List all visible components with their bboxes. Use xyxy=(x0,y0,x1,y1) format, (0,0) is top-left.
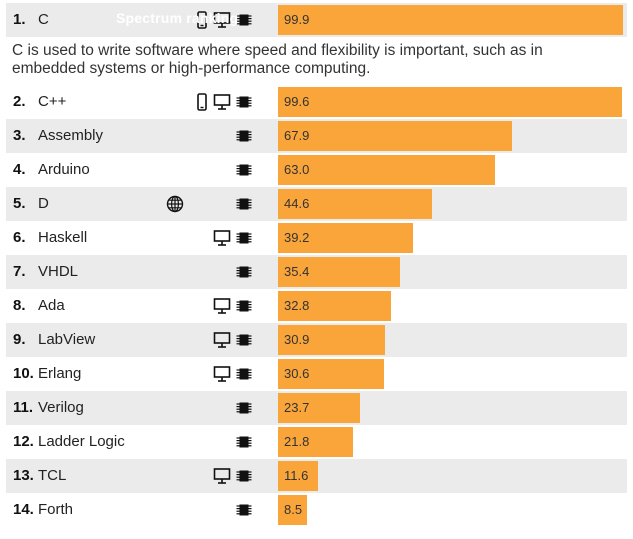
language-name: D xyxy=(38,195,49,212)
rank-label: 4. xyxy=(13,161,26,178)
language-name: TCL xyxy=(38,467,67,484)
rank-label: 1. xyxy=(13,11,26,28)
score-value: 63.0 xyxy=(284,162,310,177)
score-value: 44.6 xyxy=(284,196,310,211)
embedded-icon xyxy=(236,402,252,414)
embedded-icon xyxy=(236,198,252,210)
rank-label: 11. xyxy=(13,399,34,416)
mobile-icon xyxy=(197,11,207,29)
language-row[interactable]: 7. VHDL 35.4 xyxy=(6,255,627,289)
desktop-icon xyxy=(213,332,231,348)
rank-label: 12. xyxy=(13,433,34,450)
score-bar xyxy=(278,359,384,389)
language-row[interactable]: 5. D 44.6 xyxy=(6,187,627,221)
desktop-icon xyxy=(213,12,231,28)
embedded-icon xyxy=(236,266,252,278)
desktop-icon xyxy=(213,94,231,110)
expanded-description: C is used to write software where speed … xyxy=(12,42,543,77)
language-name: C xyxy=(38,11,49,28)
embedded-icon xyxy=(236,334,252,346)
rank-label: 7. xyxy=(13,263,26,280)
language-name: C++ xyxy=(38,93,67,110)
score-bar xyxy=(278,461,318,491)
score-value: 99.9 xyxy=(284,12,310,27)
desktop-icon xyxy=(213,230,231,246)
rank-label: 14. xyxy=(13,501,34,518)
embedded-icon xyxy=(236,14,252,26)
language-name: Ladder Logic xyxy=(38,433,125,450)
embedded-icon xyxy=(236,436,252,448)
language-name: Erlang xyxy=(38,365,82,382)
score-bar xyxy=(278,325,385,355)
language-row[interactable]: 13. TCL 11.6 xyxy=(6,459,627,493)
language-name: Arduino xyxy=(38,161,90,178)
score-value: 21.8 xyxy=(284,434,310,449)
language-name: Assembly xyxy=(38,127,104,144)
embedded-icon xyxy=(236,232,252,244)
score-bar xyxy=(278,427,353,457)
score-value: 32.8 xyxy=(284,298,310,313)
score-bar xyxy=(278,393,360,423)
rank-label: 13. xyxy=(13,467,34,484)
score-bar xyxy=(278,5,623,35)
language-row[interactable]: 4. Arduino 63.0 xyxy=(6,153,627,187)
score-bar xyxy=(278,189,432,219)
score-bar xyxy=(278,495,307,525)
score-bar xyxy=(278,155,495,185)
score-bar xyxy=(278,257,400,287)
language-name: Verilog xyxy=(38,399,84,416)
language-row[interactable]: 10. Erlang 30.6 xyxy=(6,357,627,391)
score-value: 23.7 xyxy=(284,400,310,415)
language-row[interactable]: 3. Assembly 67.9 xyxy=(6,119,627,153)
language-row[interactable]: 6. Haskell 39.2 xyxy=(6,221,627,255)
language-row[interactable]: 14. Forth 8.5 xyxy=(6,493,627,527)
embedded-icon xyxy=(236,96,252,108)
score-value: 30.6 xyxy=(284,366,310,381)
rank-label: 3. xyxy=(13,127,26,144)
embedded-icon xyxy=(236,130,252,142)
desktop-icon xyxy=(213,366,231,382)
rank-label: 6. xyxy=(13,229,26,246)
language-row[interactable]: 11. Verilog 23.7 xyxy=(6,391,627,425)
score-bar xyxy=(278,223,413,253)
rank-label: 9. xyxy=(13,331,26,348)
language-row[interactable]: 12. Ladder Logic 21.8 xyxy=(6,425,627,459)
score-value: 35.4 xyxy=(284,264,310,279)
embedded-icon xyxy=(236,504,252,516)
language-name: Forth xyxy=(38,501,74,518)
score-bar xyxy=(278,87,622,117)
score-value: 67.9 xyxy=(284,128,310,143)
rank-label: 5. xyxy=(13,195,26,212)
score-value: 30.9 xyxy=(284,332,310,347)
score-bar xyxy=(278,121,512,151)
web-icon xyxy=(166,195,184,213)
language-name: Haskell xyxy=(38,229,88,246)
score-value: 99.6 xyxy=(284,94,310,109)
language-row[interactable]: 9. LabView 30.9 xyxy=(6,323,627,357)
rank-label: 2. xyxy=(13,93,26,110)
chart-title: Spectrum ranking xyxy=(116,10,239,26)
rank-label: 10. xyxy=(13,365,34,382)
mobile-icon xyxy=(197,93,207,111)
language-row[interactable]: 1. C 99.9 xyxy=(6,3,627,37)
score-value: 11.6 xyxy=(284,468,309,483)
language-name: Ada xyxy=(38,297,65,314)
desktop-icon xyxy=(213,468,231,484)
score-value: 39.2 xyxy=(284,230,310,245)
desktop-icon xyxy=(213,298,231,314)
language-name: LabView xyxy=(38,331,96,348)
embedded-icon xyxy=(236,368,252,380)
score-bar xyxy=(278,291,391,321)
embedded-icon xyxy=(236,164,252,176)
score-value: 8.5 xyxy=(284,502,303,517)
language-row[interactable]: 8. Ada 32.8 xyxy=(6,289,627,323)
embedded-icon xyxy=(236,470,252,482)
language-name: VHDL xyxy=(38,263,79,280)
embedded-icon xyxy=(236,300,252,312)
language-row[interactable]: 2. C++ 99.6 xyxy=(6,85,627,119)
rank-label: 8. xyxy=(13,297,26,314)
